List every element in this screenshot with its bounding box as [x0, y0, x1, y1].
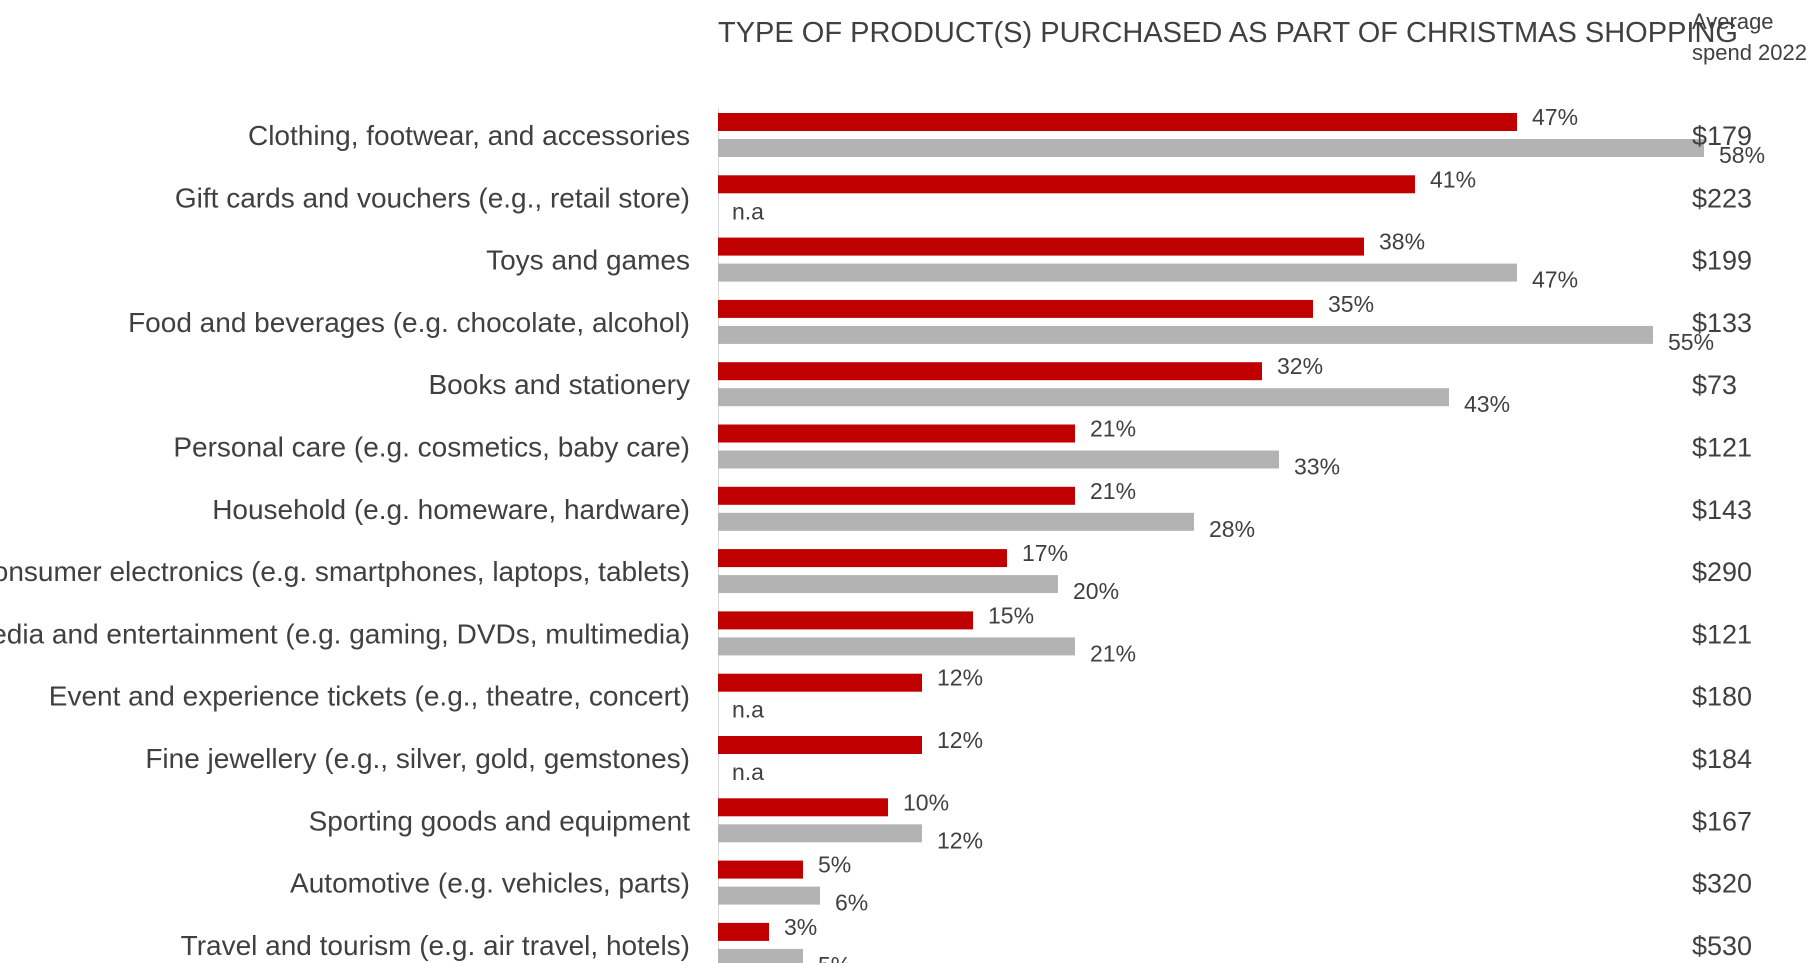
- value-label: 20%: [1073, 578, 1119, 604]
- value-label: n.a: [732, 198, 764, 224]
- value-label: 12%: [937, 727, 983, 753]
- value-label: 21%: [1090, 416, 1136, 442]
- average-spend-value: $199: [1692, 246, 1752, 276]
- value-label: 38%: [1379, 229, 1425, 255]
- value-label: 5%: [818, 852, 851, 878]
- bar-2023: [718, 175, 1415, 194]
- bar-2023: [718, 237, 1364, 256]
- average-spend-value: $184: [1692, 744, 1752, 774]
- average-spend-value: $320: [1692, 869, 1752, 899]
- spend-header-line-1: Average: [1692, 9, 1774, 34]
- value-label: 12%: [937, 665, 983, 691]
- spend-header-line-2: spend 2022: [1692, 40, 1807, 65]
- bar-2023: [718, 113, 1517, 131]
- value-label: n.a: [732, 697, 764, 723]
- category-label: Food and beverages (e.g. chocolate, alco…: [128, 307, 690, 338]
- category-label: Household (e.g. homeware, hardware): [212, 494, 690, 525]
- bar-2022: [718, 886, 820, 905]
- value-label: 6%: [835, 890, 868, 916]
- average-spend-value: $121: [1692, 619, 1752, 649]
- bar-2022: [718, 139, 1704, 157]
- category-label: Sporting goods and equipment: [309, 805, 691, 836]
- bar-2023: [718, 673, 922, 692]
- chart-title: TYPE OF PRODUCT(S) PURCHASED AS PART OF …: [718, 17, 1738, 49]
- value-label: 55%: [1668, 329, 1714, 355]
- value-label: 17%: [1022, 540, 1068, 566]
- average-spend-value: $223: [1692, 183, 1752, 213]
- category-label: Consumer electronics (e.g. smartphones, …: [0, 556, 690, 587]
- value-label: 47%: [1532, 104, 1578, 130]
- category-label: Fine jewellery (e.g., silver, gold, gems…: [145, 743, 690, 774]
- average-spend-value: $179: [1692, 121, 1752, 151]
- value-label: 47%: [1532, 267, 1578, 293]
- bar-2023: [718, 299, 1313, 318]
- value-label: 3%: [784, 914, 817, 940]
- category-label: Travel and tourism (e.g. air travel, hot…: [181, 930, 690, 961]
- average-spend-value: $121: [1692, 433, 1752, 463]
- average-spend-value: $290: [1692, 557, 1752, 587]
- value-label: 28%: [1209, 516, 1255, 542]
- value-label: 33%: [1294, 454, 1340, 480]
- bar-2022: [718, 948, 803, 963]
- value-label: 5%: [818, 952, 851, 963]
- category-label: Media and entertainment (e.g. gaming, DV…: [0, 618, 690, 649]
- bar-2022: [718, 263, 1517, 282]
- value-label: 21%: [1090, 640, 1136, 666]
- bar-2022: [718, 325, 1653, 344]
- value-label: 12%: [937, 827, 983, 853]
- bar-2023: [718, 736, 922, 754]
- bar-2023: [718, 486, 1075, 505]
- average-spend-value: $180: [1692, 682, 1752, 712]
- category-label: Automotive (e.g. vehicles, parts): [290, 868, 690, 899]
- bar-2023: [718, 424, 1075, 443]
- value-label: 58%: [1719, 142, 1765, 168]
- average-spend-value: $167: [1692, 806, 1752, 836]
- bar-2022: [718, 512, 1194, 531]
- value-label: 15%: [988, 602, 1034, 628]
- value-label: 21%: [1090, 478, 1136, 504]
- chart-rows: Clothing, footwear, and accessories 47% 58…: [0, 104, 1765, 963]
- bar-2023: [718, 798, 888, 817]
- category-label: Personal care (e.g. cosmetics, baby care…: [173, 432, 690, 463]
- value-label: 43%: [1464, 391, 1510, 417]
- bar-2022: [718, 575, 1058, 594]
- category-label: Books and stationery: [429, 369, 691, 400]
- bar-2023: [718, 549, 1007, 568]
- bar-2022: [718, 824, 922, 843]
- value-label: 41%: [1430, 166, 1476, 192]
- average-spend-value: $530: [1692, 931, 1752, 961]
- category-label: Event and experience tickets (e.g., thea…: [49, 681, 690, 712]
- bar-2023: [718, 922, 769, 941]
- bar-2023: [718, 611, 973, 630]
- value-label: n.a: [732, 759, 764, 785]
- bar-2023: [718, 860, 803, 879]
- category-label: Toys and games: [486, 245, 690, 276]
- bar-2022: [718, 450, 1279, 469]
- value-label: 35%: [1328, 291, 1374, 317]
- bar-2022: [718, 388, 1449, 407]
- category-label: Gift cards and vouchers (e.g., retail st…: [175, 182, 690, 213]
- average-spend-value: $73: [1692, 370, 1737, 400]
- value-label: 10%: [903, 789, 949, 815]
- average-spend-value: $133: [1692, 308, 1752, 338]
- value-label: 32%: [1277, 353, 1323, 379]
- bar-2023: [718, 362, 1262, 381]
- average-spend-value: $143: [1692, 495, 1752, 525]
- category-label: Clothing, footwear, and accessories: [248, 120, 690, 151]
- bar-2022: [718, 637, 1075, 656]
